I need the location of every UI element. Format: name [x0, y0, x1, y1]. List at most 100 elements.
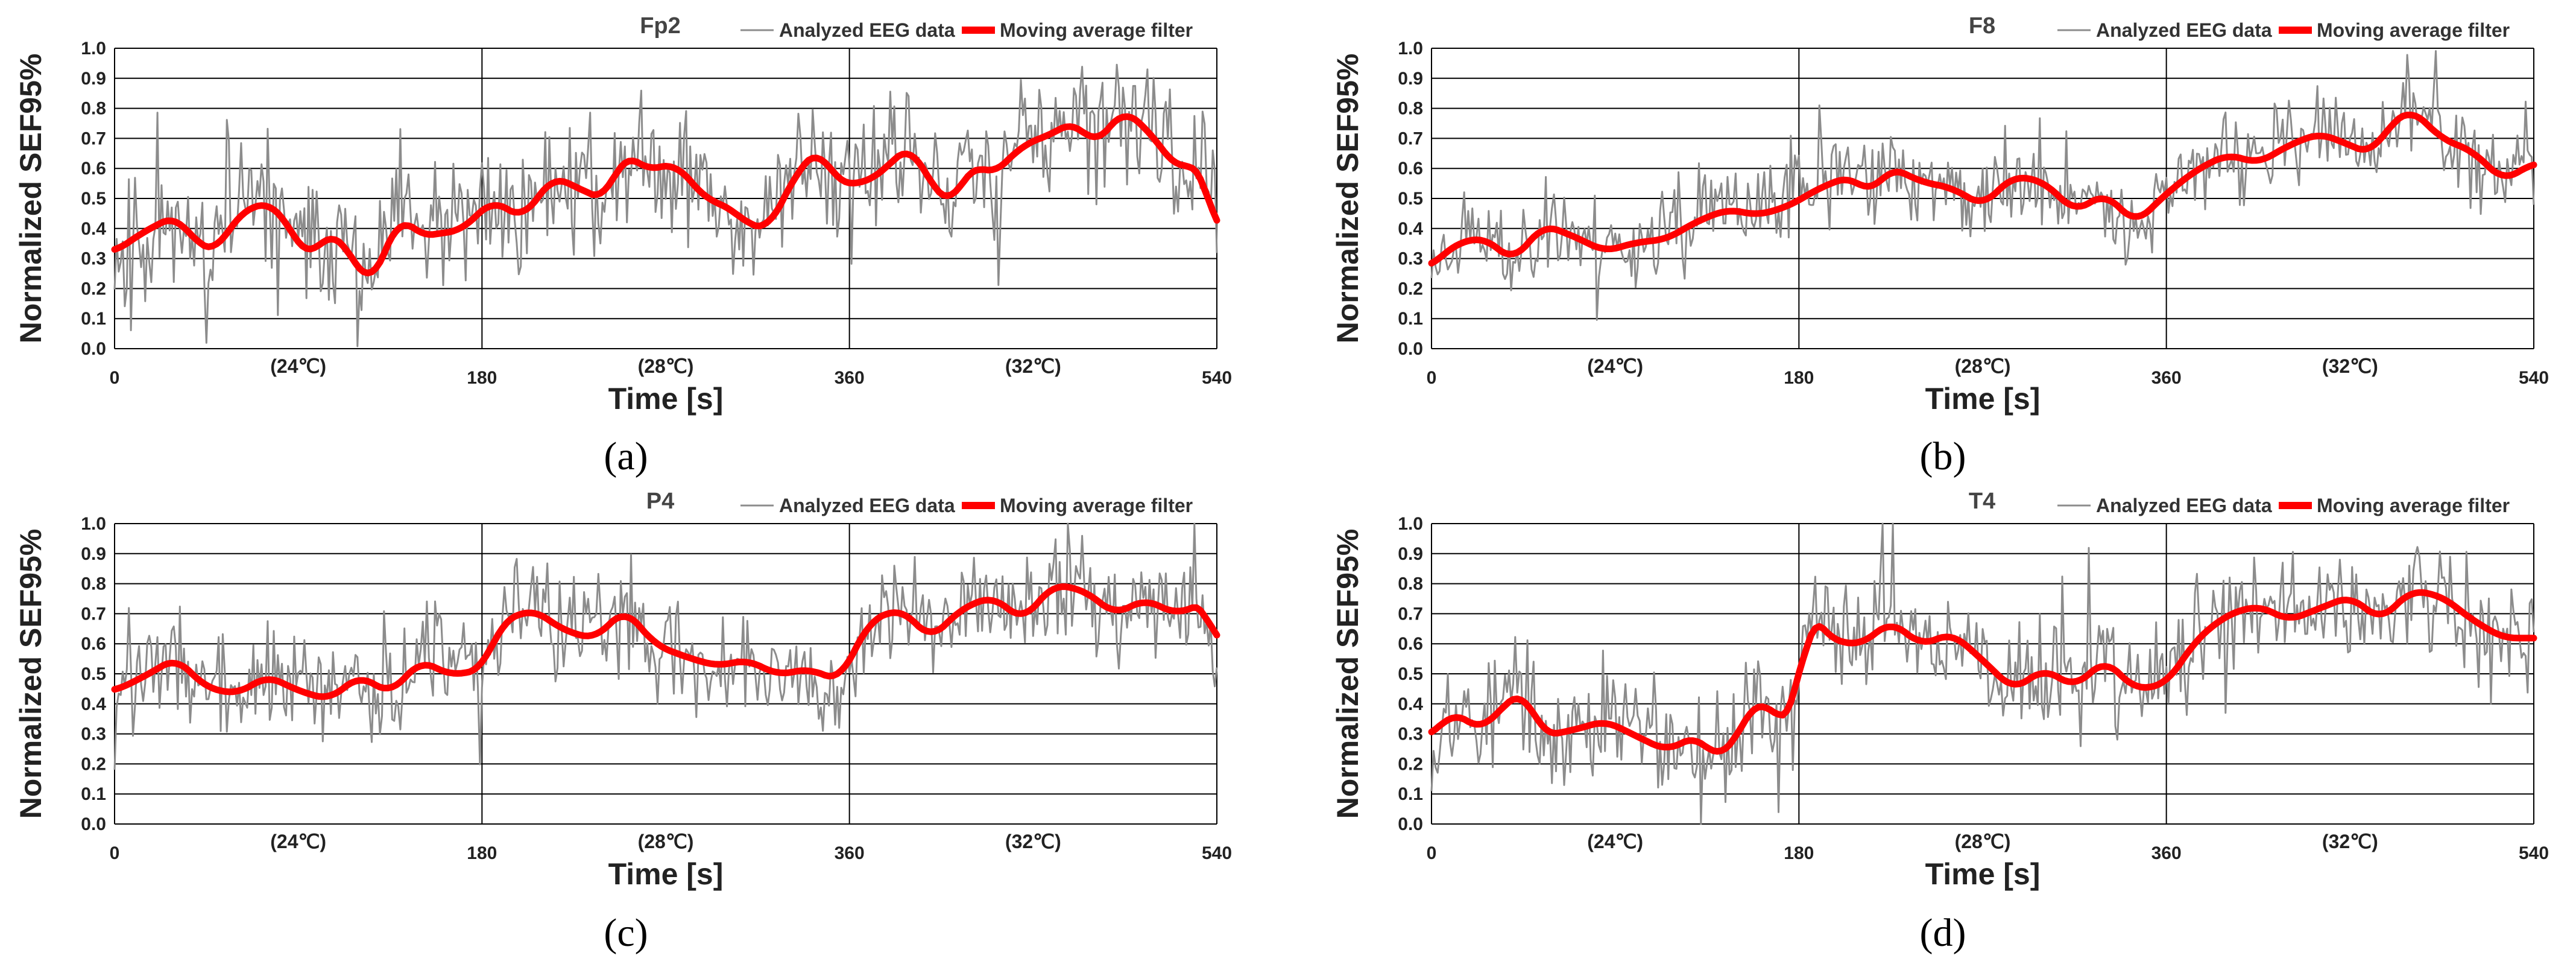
y-tick-label: 1.0 [1398, 39, 1423, 59]
y-tick-label: 0.2 [1398, 754, 1423, 774]
y-tick-label: 0.5 [1398, 664, 1423, 684]
y-tick-label: 0.4 [81, 219, 106, 239]
panel-label: (d) [1920, 911, 1966, 955]
y-tick-label: 1.0 [81, 39, 106, 59]
y-tick-label: 0.9 [1398, 544, 1423, 564]
moving-average-line [111, 583, 1220, 700]
y-tick-label: 0.6 [1398, 159, 1423, 179]
legend: Analyzed EEG data Moving average filter [2057, 495, 2510, 516]
chart-title: T4 [1969, 489, 1995, 514]
segment-label: (24℃) [1587, 831, 1643, 852]
x-tick-label: 0 [1427, 843, 1437, 863]
y-tick-label: 0.1 [1398, 309, 1423, 329]
y-axis-title: Normalized SEF95% [1331, 54, 1365, 344]
y-tick-label: 0.3 [1398, 724, 1423, 744]
segment-label: (24℃) [270, 355, 326, 377]
legend: Analyzed EEG data Moving average filter [2057, 19, 2510, 41]
y-tick-label: 0.3 [81, 724, 106, 744]
segment-label: (32℃) [2322, 355, 2378, 377]
segment-label: (32℃) [2322, 831, 2378, 852]
legend-label-eeg: Analyzed EEG data [779, 19, 955, 41]
moving-average-line [111, 113, 1220, 277]
y-tick-label: 0.2 [81, 279, 106, 299]
plot-area-a: 0.0 0.1 0.2 0.3 0.4 0.5 0.6 0.7 0.8 0.9 1.0 0 180 360… [81, 39, 1232, 388]
x-tick-label: 0 [110, 843, 120, 863]
chart-panel-d: 0.0 0.1 0.2 0.3 0.4 0.5 0.6 0.7 0.8 0.9 1.0 0 180 360… [1331, 489, 2549, 955]
chart-panel-c: 0.0 0.1 0.2 0.3 0.4 0.5 0.6 0.7 0.8 0.9 1.0 0 180 360… [14, 489, 1232, 955]
x-tick-label: 540 [1202, 368, 1232, 388]
legend-label-filter: Moving average filter [2317, 19, 2510, 41]
y-tick-label: 0.1 [1398, 784, 1423, 804]
y-tick-label: 0.9 [81, 69, 106, 89]
chart-title: P4 [646, 489, 674, 514]
legend-label-eeg: Analyzed EEG data [2096, 495, 2272, 516]
segment-label: (28℃) [638, 355, 694, 377]
x-tick-label: 0 [110, 368, 120, 388]
y-tick-label: 0.7 [1398, 128, 1423, 148]
y-tick-label: 0.7 [81, 604, 106, 624]
x-tick-label: 360 [2151, 843, 2182, 863]
segment-label: (32℃) [1005, 355, 1061, 377]
x-tick-label: 540 [2519, 843, 2549, 863]
legend-label-filter: Moving average filter [2317, 495, 2510, 516]
plot-area-b: 0.0 0.1 0.2 0.3 0.4 0.5 0.6 0.7 0.8 0.9 1.0 0 180 360… [1398, 39, 2549, 388]
segment-label: (28℃) [638, 831, 694, 852]
plot-area-c: 0.0 0.1 0.2 0.3 0.4 0.5 0.6 0.7 0.8 0.9 1.0 0 180 360… [81, 514, 1232, 863]
y-tick-label: 1.0 [1398, 514, 1423, 534]
chart-title: Fp2 [640, 13, 681, 39]
segment-label: (28℃) [1955, 355, 2011, 377]
y-tick-label: 0.3 [81, 249, 106, 269]
y-axis-title: Normalized SEF95% [1331, 529, 1365, 819]
x-axis-title: Time [s] [608, 857, 724, 891]
y-tick-label: 0.1 [81, 309, 106, 329]
y-tick-label: 0.6 [81, 159, 106, 179]
y-tick-label: 0.3 [1398, 249, 1423, 269]
y-axis-title: Normalized SEF95% [14, 54, 48, 344]
segment-label: (24℃) [270, 831, 326, 852]
y-tick-label: 0.5 [81, 664, 106, 684]
y-tick-label: 0.8 [81, 574, 106, 594]
segment-label: (28℃) [1955, 831, 2011, 852]
chart-title: F8 [1969, 13, 1995, 39]
eeg-data-line [113, 63, 1218, 347]
panel-label: (c) [604, 911, 648, 955]
x-tick-label: 180 [1784, 843, 1814, 863]
y-tick-label: 0.6 [81, 634, 106, 654]
eeg-data-line [1430, 522, 2535, 825]
y-tick-label: 0.0 [1398, 339, 1423, 359]
segment-label: (24℃) [1587, 355, 1643, 377]
x-tick-label: 360 [835, 843, 865, 863]
y-tick-label: 0.8 [1398, 574, 1423, 594]
panel-label: (b) [1920, 434, 1966, 478]
chart-panel-b: 0.0 0.1 0.2 0.3 0.4 0.5 0.6 0.7 0.8 0.9 1.0 0 180 360… [1331, 13, 2549, 478]
eeg-data-line [113, 522, 1218, 770]
eeg-data-line [1430, 50, 2535, 321]
y-tick-label: 0.9 [81, 544, 106, 564]
segment-label: (32℃) [1005, 831, 1061, 852]
y-tick-label: 1.0 [81, 514, 106, 534]
legend: Analyzed EEG data Moving average filter [740, 495, 1193, 516]
y-tick-label: 0.2 [81, 754, 106, 774]
x-tick-label: 180 [467, 368, 497, 388]
legend-label-eeg: Analyzed EEG data [2096, 19, 2272, 41]
chart-panel-a: 0.0 0.1 0.2 0.3 0.4 0.5 0.6 0.7 0.8 0.9 1.0 0 180 360… [14, 13, 1232, 478]
x-tick-label: 0 [1427, 368, 1437, 388]
x-tick-label: 360 [835, 368, 865, 388]
y-tick-label: 0.4 [1398, 219, 1423, 239]
plot-area-d: 0.0 0.1 0.2 0.3 0.4 0.5 0.6 0.7 0.8 0.9 1.0 0 180 360… [1398, 514, 2549, 863]
x-tick-label: 360 [2151, 368, 2182, 388]
y-axis-title: Normalized SEF95% [14, 529, 48, 819]
y-tick-label: 0.0 [81, 814, 106, 834]
y-tick-label: 0.7 [1398, 604, 1423, 624]
x-axis-title: Time [s] [1925, 382, 2041, 416]
x-tick-label: 540 [2519, 368, 2549, 388]
y-tick-label: 0.0 [1398, 814, 1423, 834]
x-tick-label: 180 [1784, 368, 1814, 388]
x-axis-title: Time [s] [1925, 857, 2041, 891]
y-tick-label: 0.8 [1398, 99, 1423, 119]
y-tick-label: 0.9 [1398, 69, 1423, 89]
legend: Analyzed EEG data Moving average filter [740, 19, 1193, 41]
legend-label-eeg: Analyzed EEG data [779, 495, 955, 516]
legend-label-filter: Moving average filter [1000, 19, 1193, 41]
